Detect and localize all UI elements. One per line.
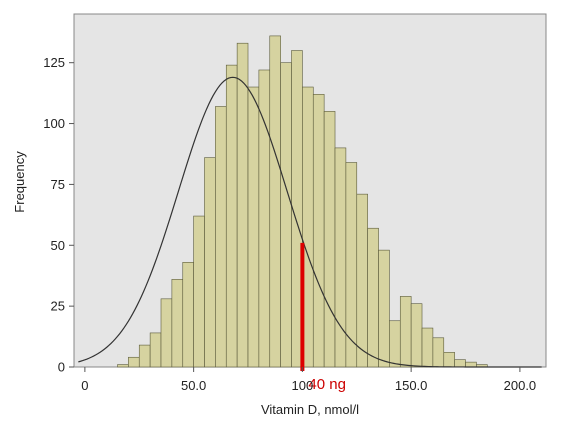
histogram-bar-24 bbox=[378, 249, 390, 368]
x-tick-label-1: 50.0 bbox=[181, 378, 206, 393]
histogram-bar-29 bbox=[432, 337, 445, 368]
histogram-bar-27 bbox=[410, 303, 423, 368]
histogram-bar-20 bbox=[334, 147, 347, 368]
x-axis: 0 50.0 100 150.0 200.0 bbox=[81, 367, 536, 393]
y-tick-label-4: 100 bbox=[43, 116, 65, 131]
histogram-bar-28 bbox=[421, 327, 434, 368]
histogram-bar-0 bbox=[117, 364, 129, 368]
x-tick-label-4: 200.0 bbox=[504, 378, 537, 393]
histogram-bar-12 bbox=[247, 86, 260, 368]
histogram-bar-5 bbox=[171, 279, 184, 368]
x-tick-label-2: 100 bbox=[292, 378, 314, 393]
histogram-bar-8 bbox=[204, 157, 216, 368]
histogram-bar-2 bbox=[138, 344, 151, 368]
histogram-bar-19 bbox=[323, 111, 336, 368]
normal-curve bbox=[78, 76, 542, 368]
histogram-bar-14 bbox=[269, 35, 281, 368]
histogram-bar-9 bbox=[215, 106, 227, 368]
y-tick-label-3: 75 bbox=[51, 177, 65, 192]
threshold-annotation: 40 ng bbox=[308, 376, 346, 393]
histogram-bar-13 bbox=[258, 69, 271, 368]
y-tick-label-0: 0 bbox=[58, 360, 65, 375]
histogram-bar-26 bbox=[399, 296, 412, 368]
x-axis-label: Vitamin D, nmol/l bbox=[261, 402, 359, 417]
y-tick-label-1: 25 bbox=[51, 299, 65, 314]
histogram-bar-22 bbox=[356, 193, 368, 368]
y-axis: 0 25 50 75 100 125 bbox=[43, 55, 74, 375]
y-tick-label-5: 125 bbox=[43, 55, 65, 70]
histogram-bar-7 bbox=[193, 215, 205, 368]
histogram-bar-4 bbox=[160, 298, 173, 368]
histogram-bars bbox=[117, 35, 488, 368]
histogram-bar-15 bbox=[280, 62, 292, 368]
histogram-bar-1 bbox=[128, 356, 140, 368]
y-tick-label-2: 50 bbox=[51, 238, 65, 253]
y-axis-label: Frequency bbox=[12, 151, 27, 213]
histogram-bar-6 bbox=[182, 262, 194, 368]
x-tick-label-3: 150.0 bbox=[395, 378, 428, 393]
x-tick-label-0: 0 bbox=[81, 378, 88, 393]
histogram-bar-10 bbox=[225, 64, 238, 368]
histogram-bar-18 bbox=[312, 94, 325, 368]
histogram-bar-23 bbox=[367, 227, 379, 368]
histogram-bar-31 bbox=[454, 359, 466, 368]
histogram-bar-32 bbox=[465, 361, 477, 368]
histogram-bar-11 bbox=[236, 42, 249, 368]
histogram-bar-30 bbox=[443, 352, 455, 368]
histogram-bar-3 bbox=[149, 332, 162, 368]
histogram-bar-25 bbox=[389, 320, 401, 368]
